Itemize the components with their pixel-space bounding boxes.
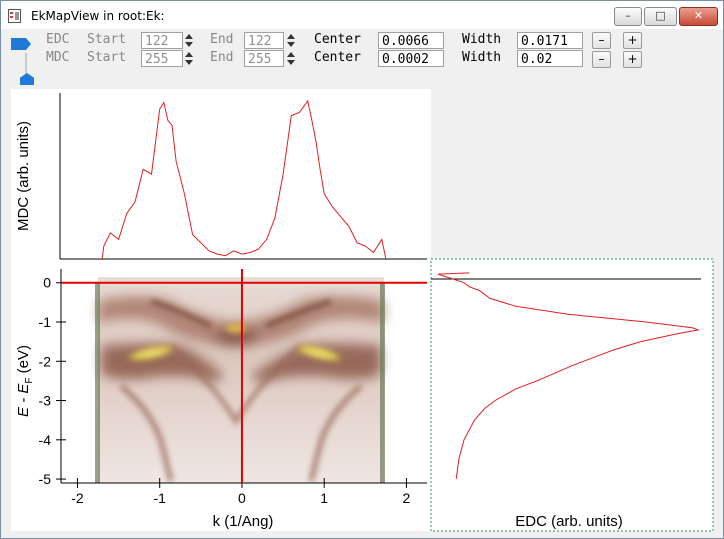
title-bar[interactable]: EkMapView in root:Ek: – □ ✕ [1,1,723,29]
edc-width-label: Width [462,32,502,47]
app-icon [8,9,21,23]
edc-plus-button[interactable]: + [623,32,642,49]
mdc-end-field[interactable]: 255 [244,50,284,67]
slider-handle-icon[interactable] [20,73,34,85]
x-tick-label: -1 [153,490,166,506]
y-tick-label: -5 [39,471,52,487]
mdc-width-field[interactable]: 0.02 [517,50,583,67]
edc-minus-button[interactable]: – [592,32,611,49]
mdc-center-label: Center [314,50,361,65]
slider-track[interactable] [25,53,27,83]
edc-marker-icon[interactable] [11,38,31,50]
mdc-end-label: End [210,50,234,65]
control-panel: EDC Start 122 End 122 Center 0.0066 Widt… [1,29,723,89]
window-title: EkMapView in root:Ek: [31,9,165,23]
edc-series-line [437,272,700,480]
mdc-start-label: Start [87,50,127,65]
edc-label: EDC [46,32,70,47]
map-y-axis-label: E - EF (eV) [15,345,35,417]
mdc-center-field[interactable]: 0.0002 [378,50,444,67]
x-tick-label: 1 [320,490,328,506]
mdc-start-spinner[interactable] [184,50,195,67]
mdc-curve [101,99,387,260]
map-y-label-unit: (eV) [15,345,32,378]
edc-end-field[interactable]: 122 [244,32,284,49]
edc-start-spinner[interactable] [184,32,195,49]
edc-curve [437,272,700,480]
edc-start-field[interactable]: 122 [141,32,183,49]
plot-area[interactable]: MDC (arb. units) [1,89,723,537]
edc-start-label: Start [87,32,127,47]
map-x-axis-label: k (1/Ang) [213,513,274,530]
mdc-label: MDC [46,50,70,65]
mdc-start-field[interactable]: 255 [141,50,183,67]
map-ticks: -2 -1 0 1 2 0 -1 -2 -3 -4 -5 [39,275,411,506]
mdc-end-spinner[interactable] [286,50,297,67]
y-tick-label: -2 [39,353,52,369]
map-y-label-main: E - E [15,383,32,417]
ek-map-image [95,277,385,483]
maximize-icon: □ [655,9,666,22]
x-tick-label: 0 [238,490,246,506]
edc-center-field[interactable]: 0.0066 [378,32,444,49]
svg-text:E - EF (eV): E - EF (eV) [15,345,35,417]
y-tick-label: -1 [39,314,52,330]
edc-end-spinner[interactable] [286,32,297,49]
x-tick-label: -2 [71,490,84,506]
mdc-y-axis-label: MDC (arb. units) [15,121,32,231]
mdc-series-line [101,99,387,260]
mdc-plus-button[interactable]: + [623,51,642,68]
edc-panel-border [430,258,714,532]
edc-end-label: End [210,32,234,47]
mdc-minus-button[interactable]: – [592,51,611,68]
mdc-width-label: Width [462,50,502,65]
close-icon: ✕ [693,9,704,22]
edc-width-field[interactable]: 0.0171 [517,32,583,49]
minimize-icon: – [625,9,631,22]
minimize-button[interactable]: – [614,7,642,26]
map-y-label-sub: F [24,378,35,384]
x-tick-label: 2 [403,490,411,506]
maximize-button[interactable]: □ [644,7,677,26]
y-tick-label: -3 [39,393,52,409]
close-button[interactable]: ✕ [679,7,718,26]
y-tick-label: 0 [43,275,51,291]
edc-center-label: Center [314,32,361,47]
edc-x-axis-label: EDC (arb. units) [515,513,623,530]
y-tick-label: -4 [39,432,52,448]
